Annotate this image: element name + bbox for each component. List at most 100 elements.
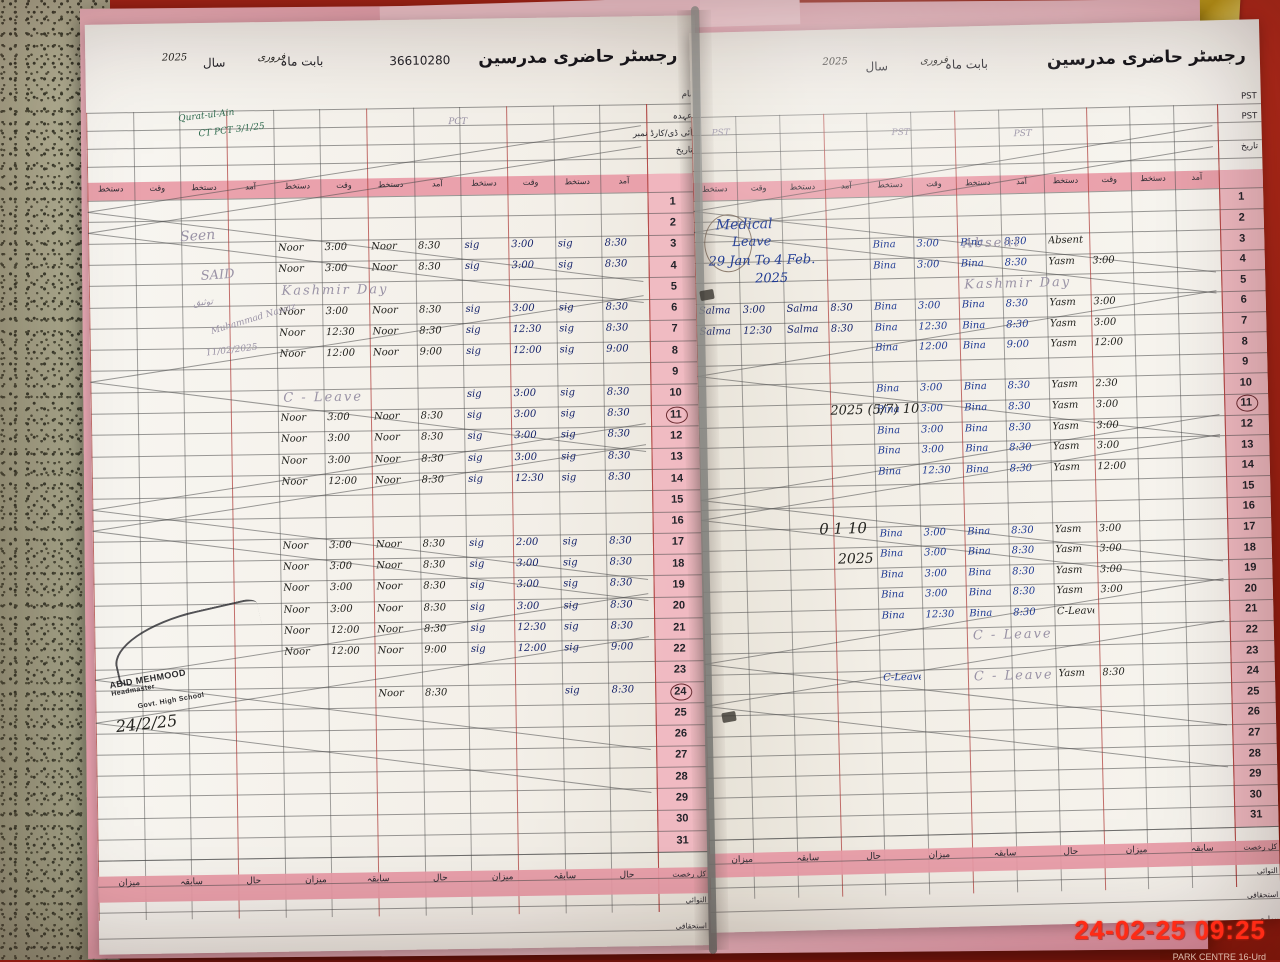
left-margin-note-1: SAID: [200, 266, 236, 284]
right-margin-note-6: 2025: [837, 550, 874, 568]
entry-cell: 12:00: [326, 347, 356, 360]
entry-cell: Yasm: [1051, 379, 1078, 391]
entry-cell: 3:00: [329, 539, 352, 551]
entry-cell: 9:00: [1006, 339, 1030, 351]
entry-cell: sig: [467, 409, 483, 421]
entry-cell: 3:00: [514, 430, 537, 442]
entry-cell: sig: [558, 259, 574, 271]
entry-cell: sig: [469, 558, 485, 570]
entry-cell: Noor: [376, 602, 403, 615]
entry-cell: 12:30: [921, 464, 951, 477]
entry-cell: 8:30: [609, 556, 633, 568]
entry-cell: 3:00: [1098, 522, 1122, 534]
entry-cell: Bina: [960, 257, 984, 270]
entry-cell: Salma: [786, 303, 819, 315]
entry-cell: Noor: [280, 433, 307, 446]
entry-cell: 8:30: [420, 410, 444, 422]
entry-cell: Bina: [965, 443, 989, 455]
right-margin-note-5: 0 1 10: [819, 518, 868, 539]
entry-cell: 8:30: [1007, 380, 1031, 392]
entry-cell: 3:00: [511, 259, 535, 272]
special-row-label: C - Leave: [973, 667, 1054, 685]
entry-cell: Noor: [278, 263, 304, 275]
entry-cell: sig: [470, 622, 486, 634]
entry-cell: 8:30: [1011, 524, 1034, 536]
entry-cell: 3:00: [516, 600, 540, 612]
entry-cell: Noor: [281, 455, 307, 467]
entry-cell: sig: [562, 557, 578, 569]
entry-cell: sig: [467, 430, 483, 443]
camera-timestamp: 24-02-25 09:25: [1074, 915, 1266, 945]
entry-cell: 3:00: [513, 387, 537, 399]
entry-cell: sig: [558, 301, 574, 313]
entry-cell: sig: [560, 408, 576, 420]
entry-cell: 12:00: [918, 341, 948, 353]
entry-cell: 3:00: [511, 238, 534, 250]
entry-cell: 3:00: [1095, 398, 1119, 411]
entry-cell: 8:30: [417, 239, 441, 252]
entry-cell: Bina: [881, 610, 905, 622]
entry-cell: Yasm: [1056, 585, 1084, 597]
entry-cell: sig: [562, 535, 578, 548]
entry-cell: 8:30: [423, 623, 447, 635]
entry-cell: 12:00: [330, 624, 360, 637]
entry-cell: 8:30: [418, 261, 441, 273]
entry-cell: 3:00: [1092, 254, 1115, 267]
entry-cell: 8:30: [604, 236, 628, 249]
entry-cell: 8:30: [830, 322, 854, 335]
entry-cell: 3:00: [327, 411, 350, 424]
right-margin-note-4: 2025 (5/7) 10: [830, 401, 920, 419]
entry-cell: Noor: [371, 240, 397, 252]
entry-cell: Yasm: [1051, 399, 1079, 412]
left-margin-note-2: توثیق: [192, 297, 214, 309]
special-row-label: Kashmir Day: [281, 282, 389, 299]
entry-cell: 8:30: [1009, 462, 1033, 475]
entry-cell: Bina: [962, 319, 986, 332]
entry-cell: 3:00: [516, 579, 540, 591]
entry-cell: Bina: [879, 527, 903, 540]
entry-cell: sig: [563, 578, 579, 590]
entry-cell: 8:30: [1012, 565, 1035, 578]
entry-cell: Bina: [969, 607, 993, 620]
entry-cell: 8:30: [830, 302, 853, 314]
entry-cell: 3:00: [921, 444, 945, 456]
entry-cell: 8:30: [606, 386, 630, 398]
entry-cell: 12:00: [328, 475, 358, 487]
entry-cell: Bina: [962, 340, 986, 352]
entry-cell: sig: [563, 599, 579, 612]
entry-cell: Noor: [374, 432, 400, 444]
entry-cell: Bina: [872, 239, 896, 251]
entry-cell: 3:00: [513, 408, 537, 421]
entry-cell: 8:30: [605, 300, 629, 313]
entry-cell: 8:30: [604, 258, 628, 270]
entry-cell: 3:00: [920, 403, 944, 415]
entry-cell: Noor: [374, 474, 401, 487]
entry-cell: 12:00: [1097, 460, 1127, 473]
entry-cell: Noor: [377, 645, 404, 657]
entry-cell: Noor: [377, 623, 403, 636]
register-page-right: دستخط وقت دستخط آمد دستخط وقت دستخط آمد دستخط وقت…: [689, 19, 1280, 933]
entry-cell: sig: [563, 621, 579, 633]
entry-cell: 8:30: [423, 601, 447, 614]
entry-cell: Noor: [376, 560, 402, 572]
entry-cell: Bina: [877, 424, 901, 437]
entry-cell: Noor: [376, 581, 403, 593]
entry-cell: sig: [559, 344, 575, 356]
entry-cell: 8:30: [424, 687, 448, 699]
entry-cell: 8:30: [421, 452, 444, 465]
right-margin-note-0: Medical: [715, 216, 773, 234]
entry-cell: Noor: [279, 327, 305, 339]
entry-cell: 8:30: [609, 577, 633, 590]
entry-cell: Noor: [280, 412, 307, 424]
special-row-label: C - Leave: [283, 389, 364, 406]
entry-cell: 3:00: [916, 258, 940, 271]
entry-cell: sig: [557, 237, 573, 250]
entry-cell: Bina: [873, 259, 897, 272]
entry-cell: sig: [467, 452, 483, 464]
entry-cell: sig: [470, 601, 486, 613]
entry-cell: 3:00: [924, 588, 948, 600]
entry-cell: 3:00: [1093, 295, 1116, 308]
entry-cell: 3:00: [919, 382, 943, 394]
entry-cell: sig: [564, 642, 580, 654]
entry-cell: 3:00: [920, 423, 944, 436]
